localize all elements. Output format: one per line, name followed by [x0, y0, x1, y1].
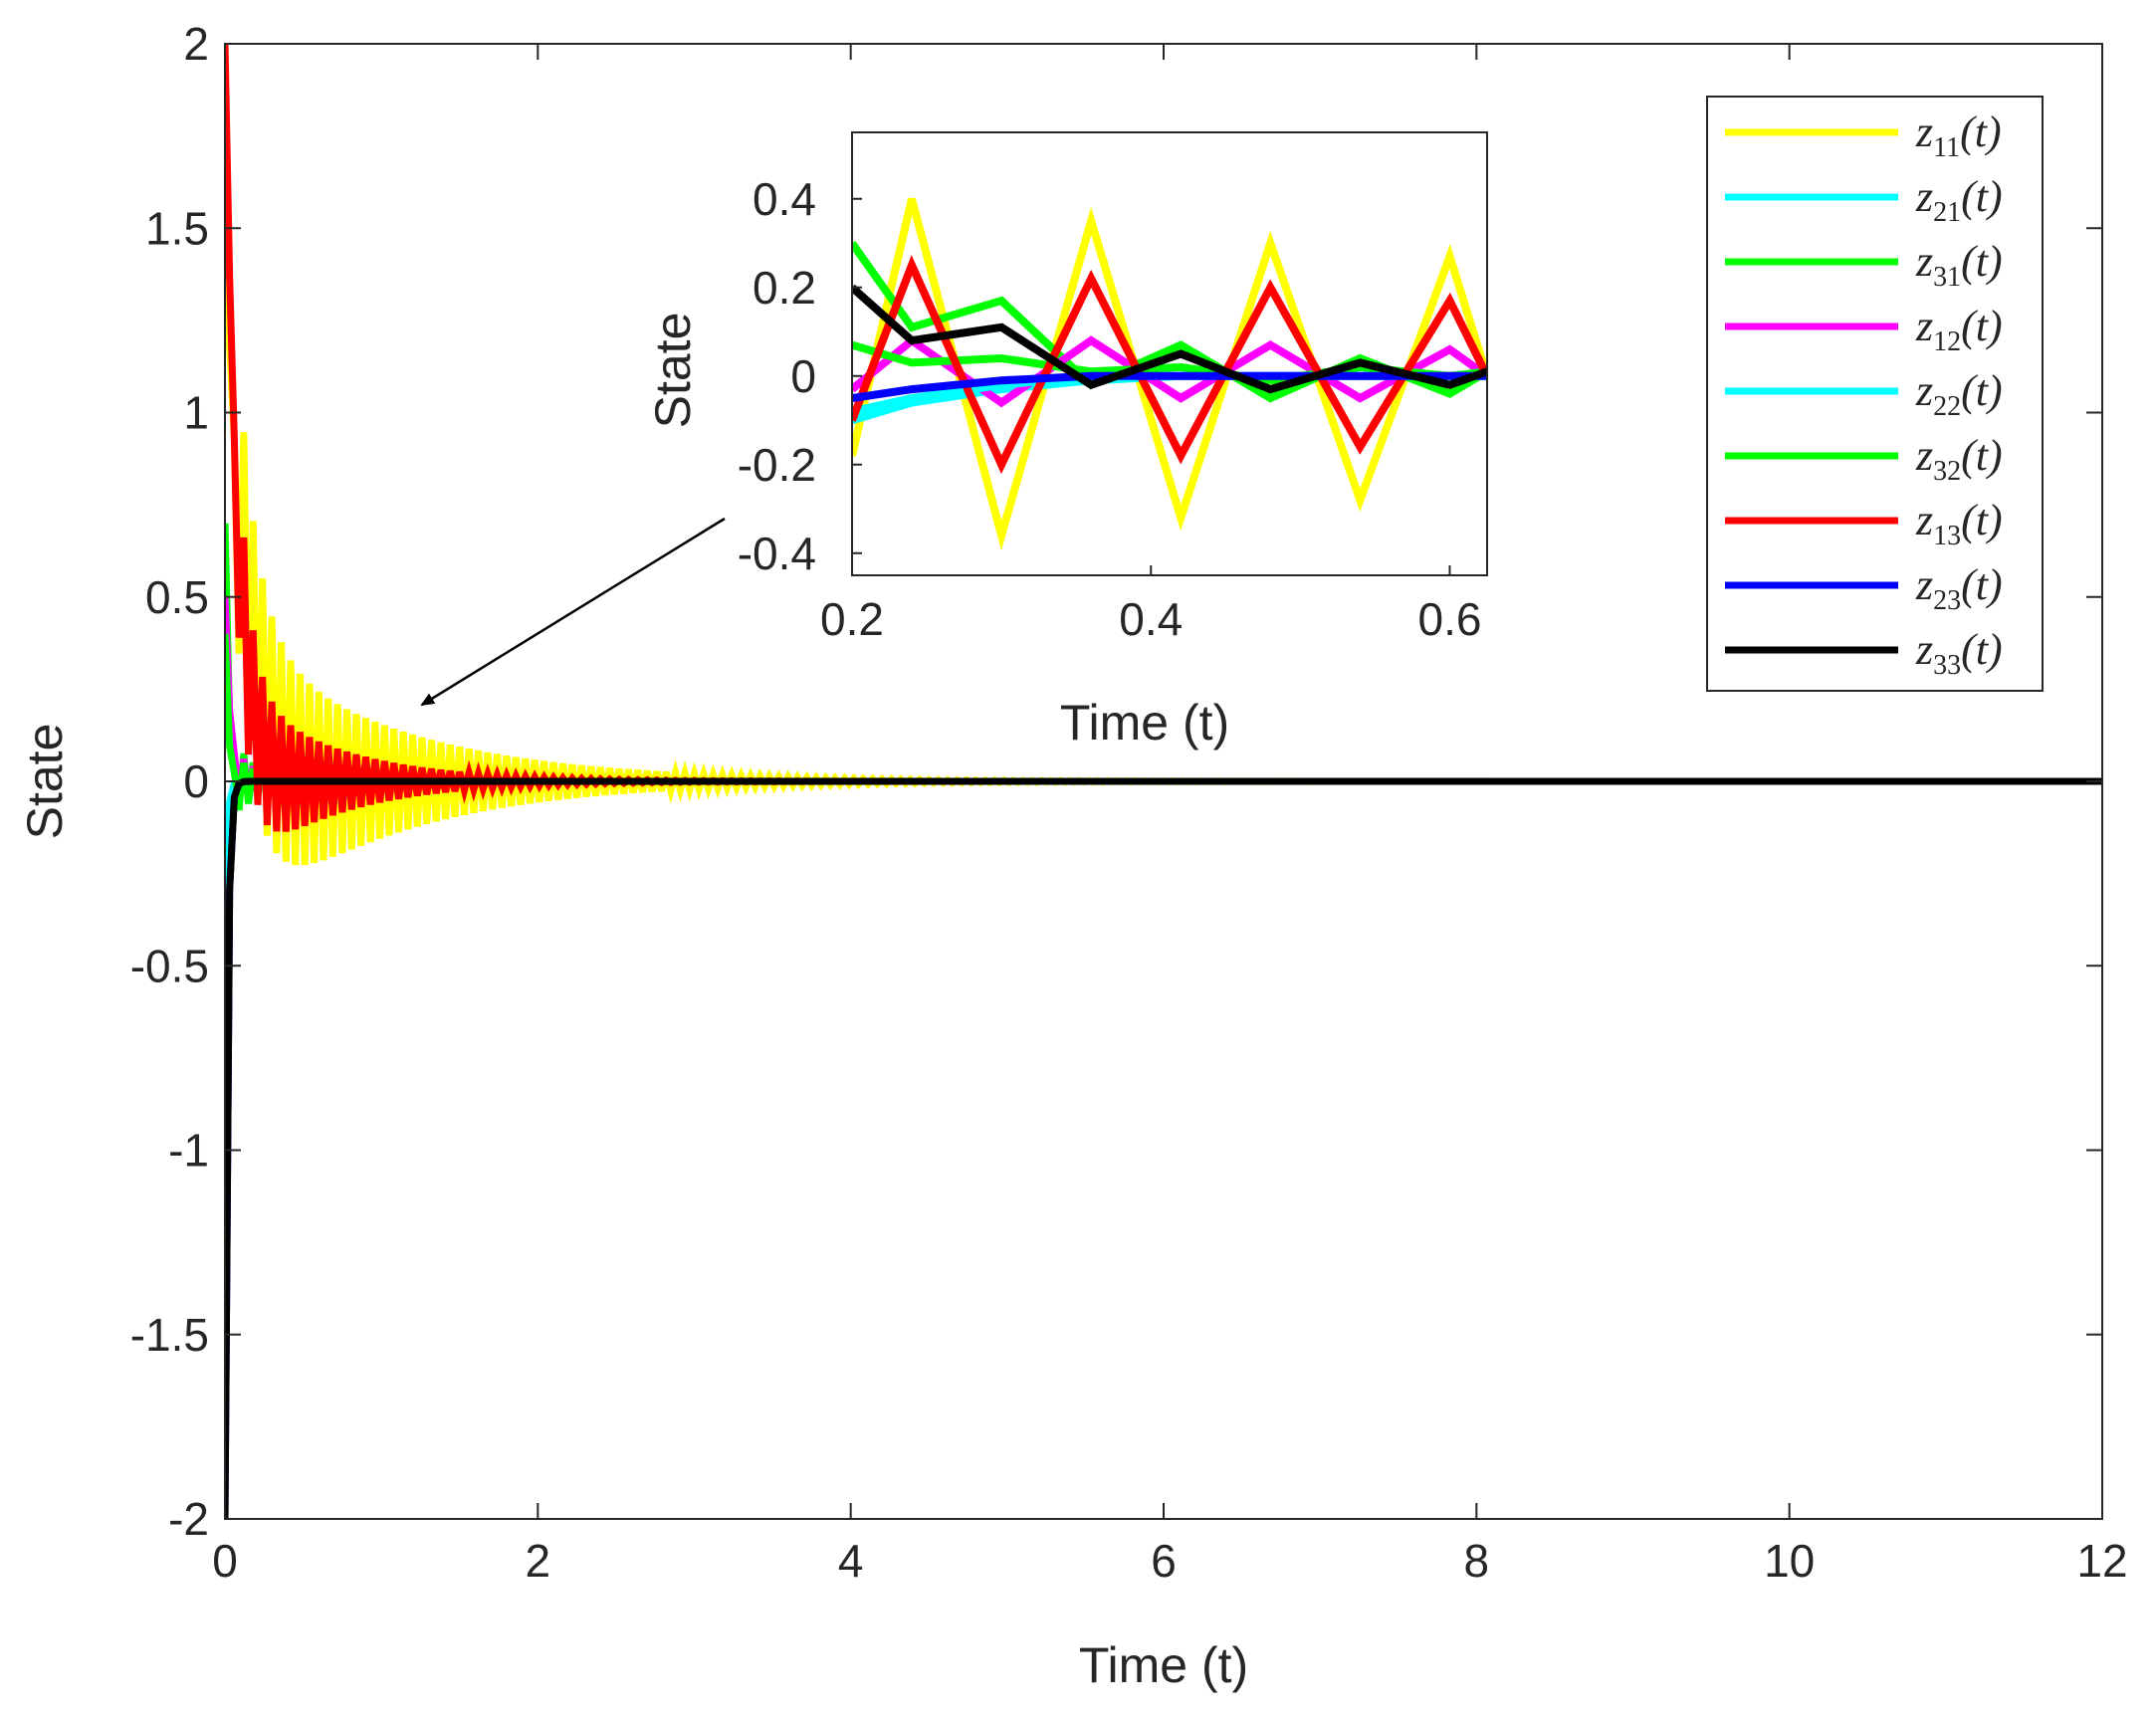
- inset-y-tick-label: -0.2: [738, 439, 816, 491]
- main-series-line-z33(t): [225, 777, 2102, 1519]
- legend-label: z23(t): [1915, 560, 2003, 616]
- legend: z11(t) z21(t) z31(t) z12(t) z22(t) z32(t) z13(…: [1706, 96, 2044, 692]
- inset-series-line-z11(t): [852, 197, 1487, 551]
- inset-plot-frame: [851, 131, 1488, 576]
- x-tick-label: 10: [1764, 1535, 1815, 1587]
- x-tick-label: 6: [1151, 1535, 1177, 1587]
- legend-label: z31(t): [1915, 237, 2003, 293]
- inset-axis-ticks: 0.2 0.4 0.6 -0.4 -0.2 0 0.2 0.4: [738, 173, 1482, 645]
- inset-series-line-z31(t): [852, 240, 1487, 403]
- legend-item: z31(t): [1725, 237, 2003, 293]
- legend-label: z12(t): [1915, 302, 2003, 357]
- x-tick-label: 2: [526, 1535, 551, 1587]
- main-series-group: [225, 44, 2102, 1519]
- y-tick-label: -0.5: [130, 940, 209, 991]
- zoom-annotation-arrow: [420, 517, 726, 707]
- inset-series-line-z13(t): [852, 255, 1487, 475]
- legend-item: z33(t): [1725, 625, 2003, 681]
- legend-label: z33(t): [1915, 625, 2003, 681]
- inset-y-axis-title: State: [645, 313, 701, 429]
- y-tick-label: -2: [168, 1493, 209, 1545]
- y-tick-label: -1: [168, 1125, 209, 1177]
- y-tick-label: 2: [183, 18, 209, 70]
- main-x-axis-title: Time (t): [1079, 1637, 1248, 1693]
- legend-item: z11(t): [1725, 107, 2002, 163]
- legend-item: z13(t): [1725, 496, 2003, 551]
- inset-plot-area: 0.2 0.4 0.6 -0.4 -0.2 0 0.2 0.4 Time (t) State: [645, 131, 1488, 751]
- legend-item: z21(t): [1725, 172, 2003, 228]
- y-tick-label: 1.5: [145, 202, 209, 254]
- inset-x-tick-label: 0.4: [1119, 593, 1183, 645]
- legend-label: z32(t): [1915, 431, 2003, 487]
- x-tick-label: 4: [838, 1535, 864, 1587]
- legend-label: z22(t): [1915, 366, 2003, 422]
- legend-label: z13(t): [1915, 496, 2003, 551]
- legend-item: z22(t): [1725, 366, 2003, 422]
- inset-y-tick-label: 0.4: [753, 173, 816, 225]
- legend-label: z21(t): [1915, 172, 2003, 228]
- inset-series-line-z33(t): [852, 284, 1487, 394]
- y-tick-label: 0.5: [145, 571, 209, 623]
- inset-y-tick-label: -0.4: [738, 528, 816, 579]
- inset-x-axis-title: Time (t): [1060, 695, 1229, 751]
- inset-y-tick-label: 0: [790, 350, 816, 402]
- legend-label: z11(t): [1915, 107, 2002, 163]
- legend-item: z32(t): [1725, 431, 2003, 487]
- inset-x-tick-label: 0.2: [820, 593, 884, 645]
- x-tick-label: 8: [1464, 1535, 1490, 1587]
- legend-item: z23(t): [1725, 560, 2003, 616]
- inset-series-group: [852, 197, 1487, 551]
- x-tick-label: 0: [212, 1535, 238, 1587]
- inset-y-tick-label: 0.2: [753, 262, 816, 314]
- y-tick-label: 1: [183, 387, 209, 439]
- main-axis-ticks: 0 2 4 6 8 10 12 -2 -1.5 -1 -0.5 0 0.5 1 1.5 2: [130, 18, 2128, 1587]
- inset-x-tick-label: 0.6: [1417, 593, 1481, 645]
- x-tick-label: 12: [2076, 1535, 2127, 1587]
- legend-item: z12(t): [1725, 302, 2003, 357]
- y-tick-label: -1.5: [130, 1309, 209, 1361]
- y-tick-label: 0: [183, 755, 209, 807]
- main-y-axis-title: State: [17, 724, 73, 840]
